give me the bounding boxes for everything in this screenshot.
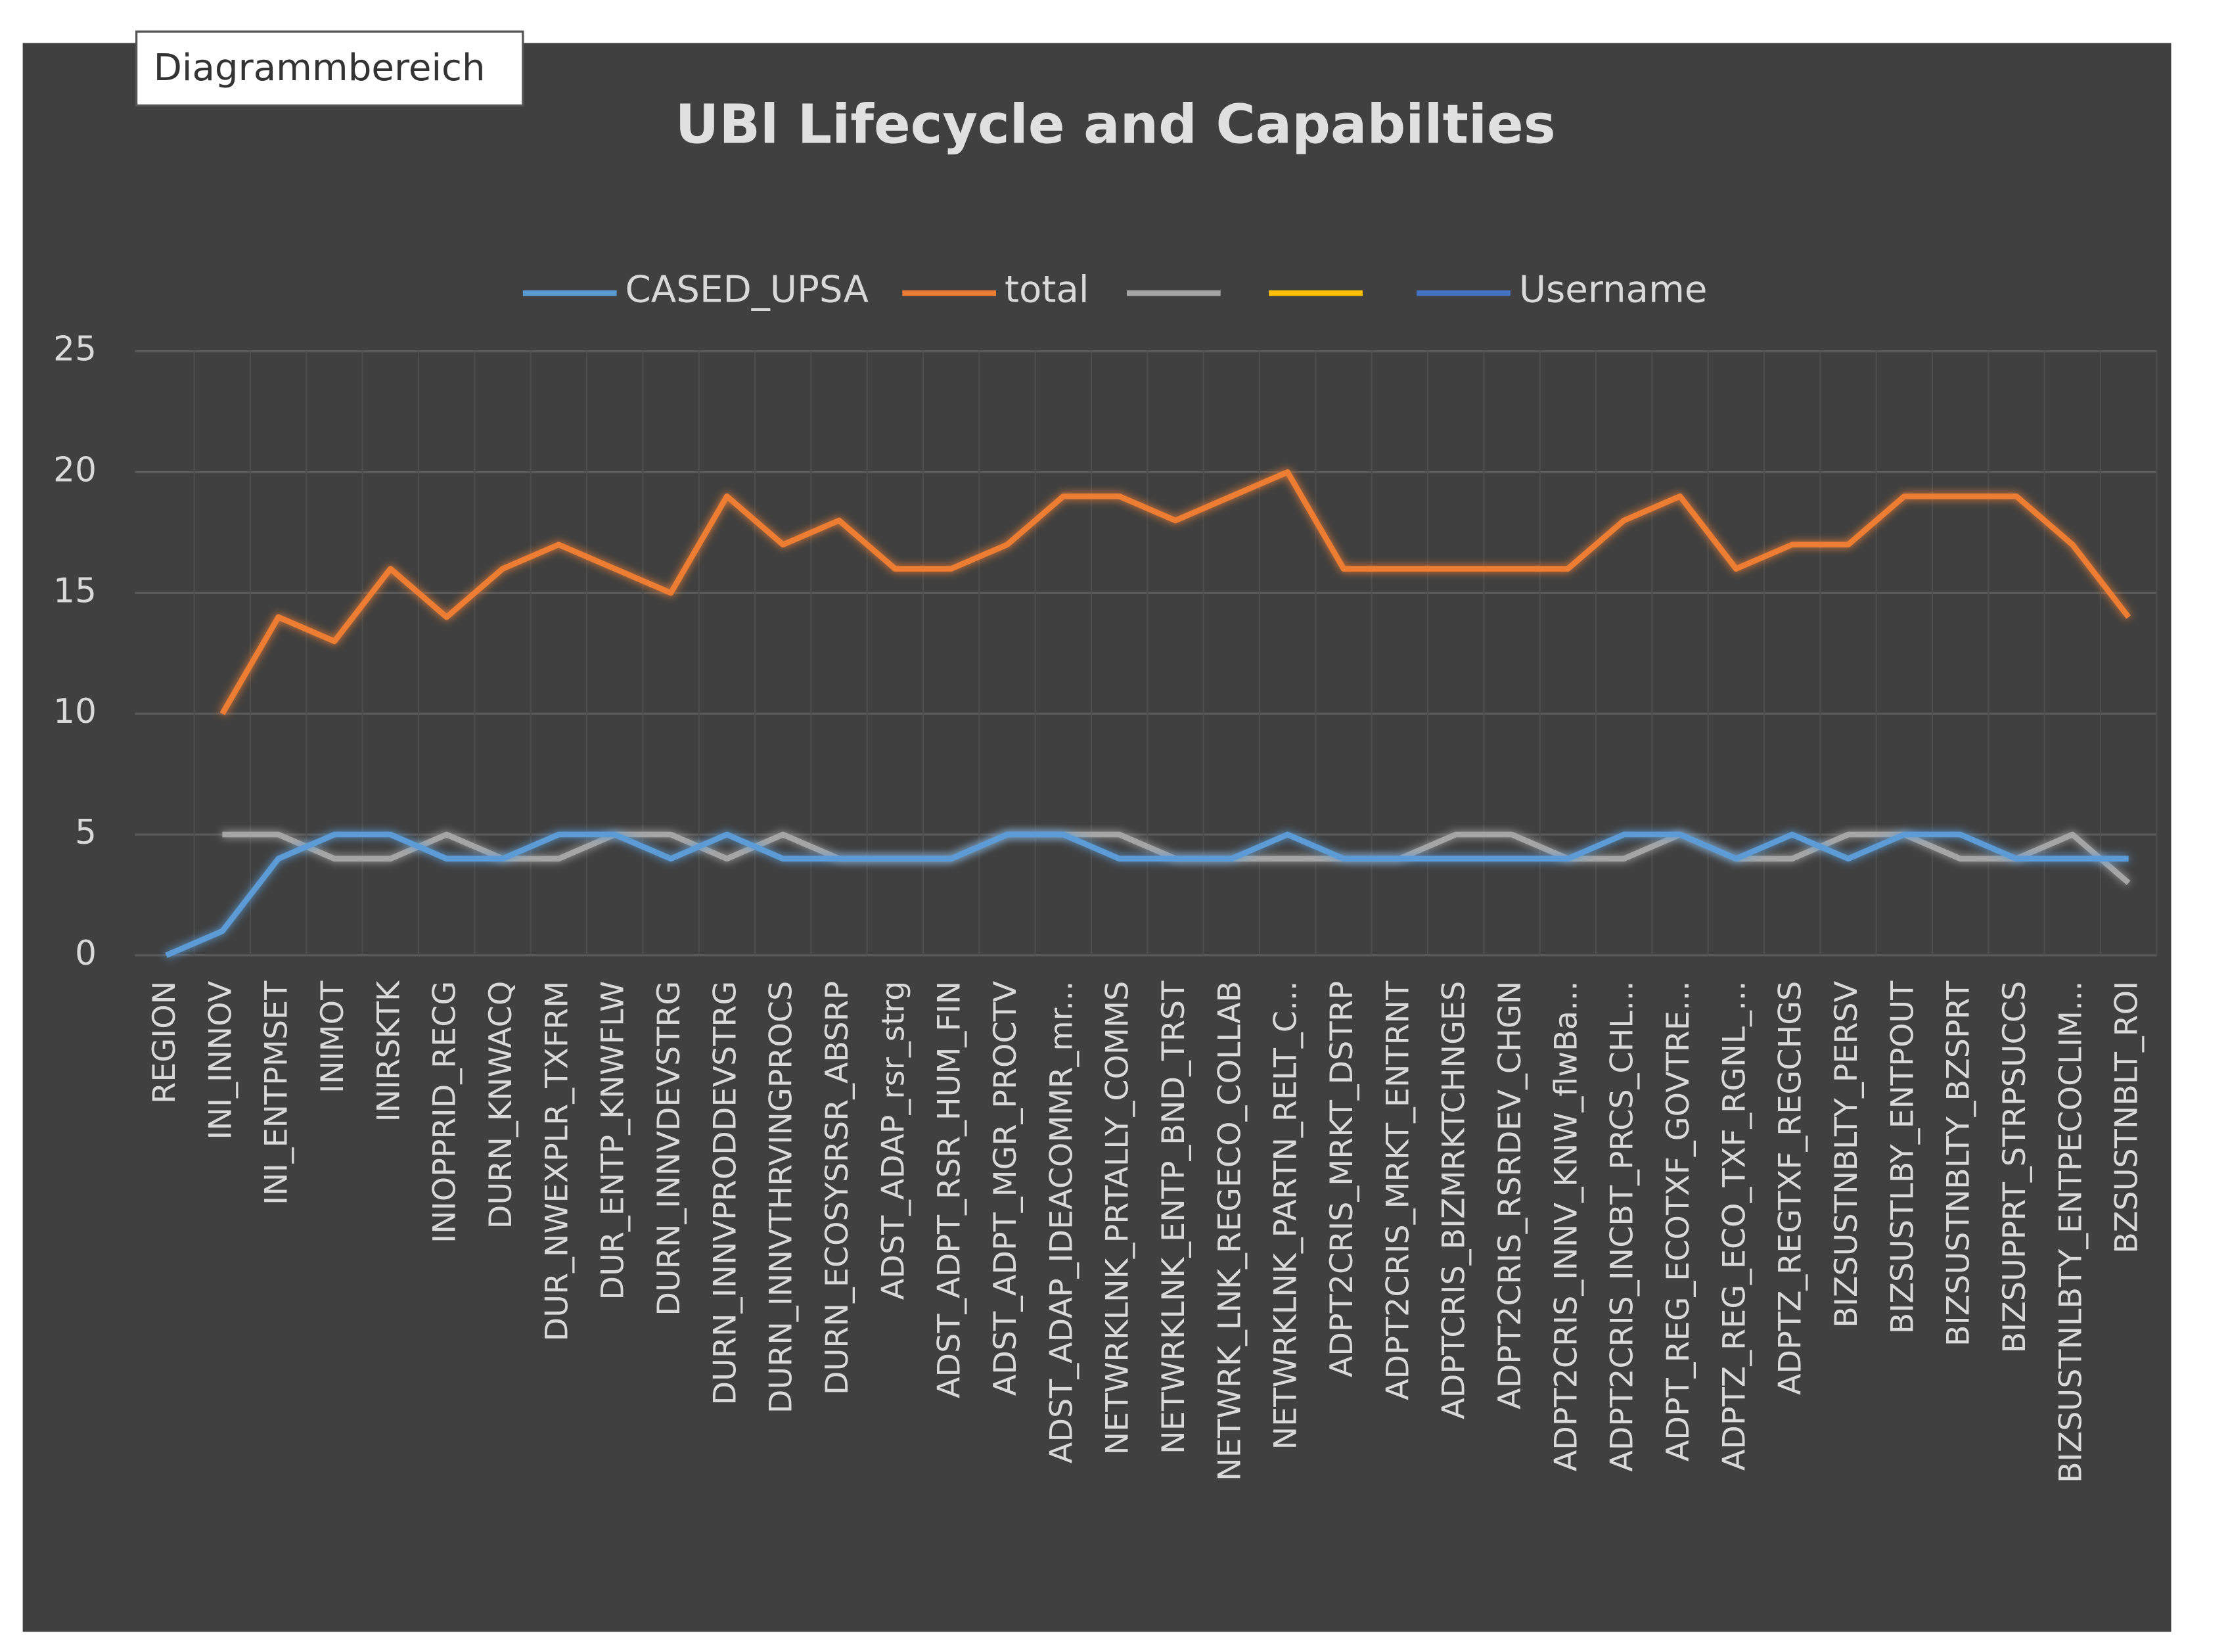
x-tick-label: DUR_ENTP_KNWFLW — [595, 981, 631, 1300]
x-tick-label: INIMOT — [315, 980, 351, 1093]
x-tick-label: BIZSUSTNBLTY_PERSV — [1829, 980, 1865, 1328]
series-line — [219, 469, 2131, 716]
legend-label: Username — [1519, 268, 1708, 311]
x-tick-label: DURN_INNVTHRVINGPROCS — [763, 981, 800, 1413]
x-tick-label: DURN_KNWACQ — [483, 981, 519, 1229]
x-tick-label: DUR_NWEXPLR_TXFRM — [539, 981, 575, 1342]
x-tick-label: ADST_ADAP_IDEACOMMR_mr... — [1043, 981, 1080, 1463]
y-tick-label: 10 — [53, 692, 97, 731]
x-tick-label: REGION — [147, 981, 183, 1104]
y-tick-label: 15 — [53, 571, 97, 610]
x-tick-label: ADPT_REG_ECOTXF_GOVTRE... — [1660, 981, 1696, 1461]
tooltip-box — [135, 30, 524, 107]
x-tick-label: ADPTZ_REG_ECO_TXF_RGNL_... — [1716, 981, 1752, 1471]
x-tick-label: NETWRK_LNK_REGECO_COLLAB — [1212, 981, 1248, 1481]
y-tick-label: 25 — [53, 330, 97, 369]
legend-label: total — [1005, 268, 1089, 311]
x-tick-label: ADPT2CRIS_INNV_KNW_flwBa... — [1548, 981, 1584, 1472]
x-tick-label: INIOPPRID_RECG — [427, 981, 463, 1243]
y-tick-label: 5 — [75, 813, 97, 852]
y-tick-label: 0 — [75, 934, 97, 973]
x-tick-label: ADPTZ_REGTXF_REGCHGS — [1773, 981, 1809, 1395]
x-tick-label: ADST_ADPT_MGR_PROCTV — [988, 980, 1024, 1396]
x-tick-label: NETWRKLNK_PRTALLY_COMMS — [1100, 981, 1136, 1456]
x-tick-label: ADPT2CRIS_INCBT_PRCS_CHL... — [1604, 981, 1641, 1472]
x-tick-label: NETWRKLNK_ENTP_BND_TRST — [1156, 980, 1192, 1454]
x-tick-label: INIRSKTK — [371, 980, 407, 1122]
x-tick-label: ADPTCRIS_BIZMRKTCHNGES — [1436, 981, 1472, 1419]
x-tick-label: ADST_ADPT_RSR_HUM_FIN — [932, 981, 968, 1398]
x-tick-label: INI_INNOV — [202, 980, 239, 1139]
x-tick-label: BZSUSTNBLT_ROI — [2109, 981, 2145, 1254]
x-tick-label: BIZSUSTNLBTY_ENTPECOCLIM... — [2053, 981, 2089, 1483]
series-line — [165, 831, 2129, 958]
x-tick-label: DURN_INNVPRODDEVSTRG — [707, 981, 743, 1406]
x-tick-label: DURN_ECOSYSRSR_ABSRP — [819, 981, 855, 1395]
x-tick-label: BIZSUSTNBLTY_BZSPRT — [1941, 980, 1977, 1346]
tooltip: Diagrammbereich — [154, 47, 486, 89]
x-tick-label: DURN_INNVDEVSTRG — [651, 981, 687, 1316]
chart-title: UBl Lifecycle and Capabilties — [675, 94, 1556, 156]
x-tick-label: BIZSUPPRT_STRPSUCCS — [1997, 981, 2033, 1354]
x-tick-label: INI_ENTPMSET — [259, 980, 295, 1205]
x-tick-label: ADST_ADAP_rsr_strg — [875, 981, 911, 1300]
x-tick-label: ADPT2CRIS_RSRDEV_CHGN — [1492, 981, 1528, 1410]
x-tick-label: ADPT2CRIS_MRKT_DSTRP — [1324, 981, 1360, 1377]
x-tick-label: NETWRKLNK_PARTN_RELT_C... — [1268, 981, 1304, 1450]
x-tick-label: ADPT2CRIS_MRKT_ENTRNT — [1380, 980, 1416, 1400]
legend-label: CASED_UPSA — [625, 268, 869, 311]
y-tick-label: 20 — [53, 451, 97, 490]
x-tick-label: BIZSUSTLBY_ENTPOUT — [1884, 980, 1921, 1334]
